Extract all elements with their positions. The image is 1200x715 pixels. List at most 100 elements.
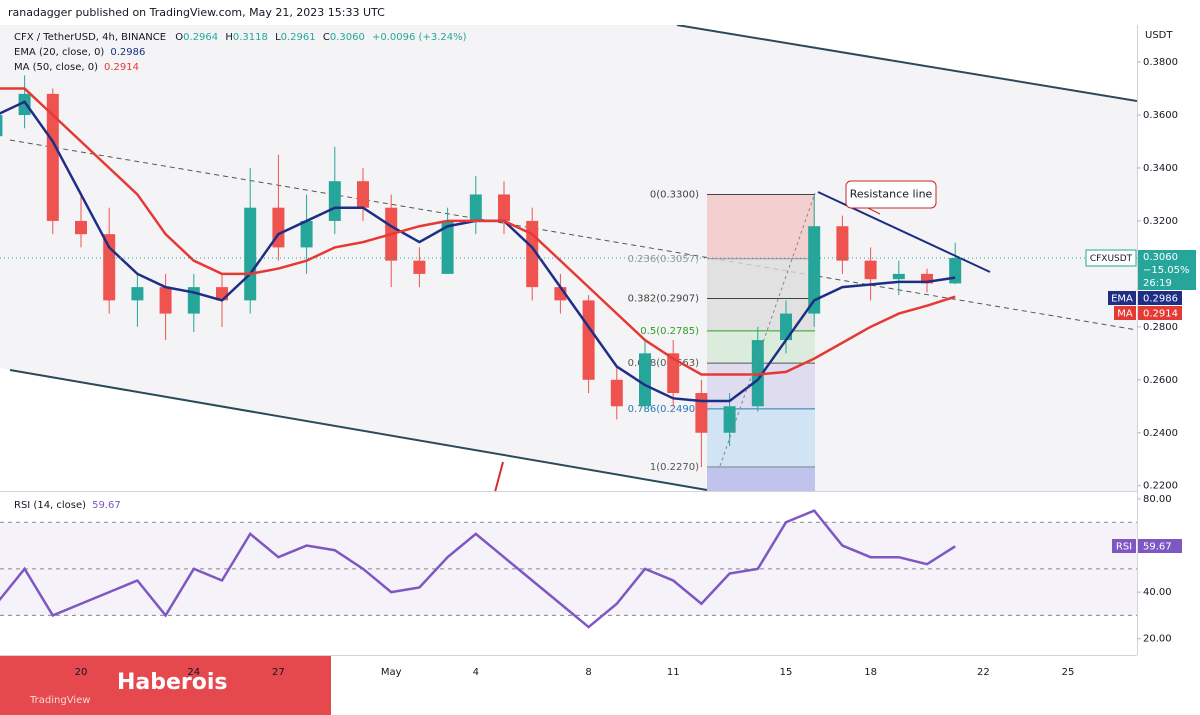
candle-body xyxy=(357,181,369,208)
legend-title: CFX / TetherUSD, 4h, BINANCE xyxy=(14,32,166,43)
candle-body xyxy=(103,234,116,301)
x-tick-label: 4 xyxy=(473,667,479,678)
channel xyxy=(0,25,1137,491)
tag-value: 0.2986 xyxy=(1143,294,1178,305)
channel-lower xyxy=(9,369,708,491)
legend-close: 0.3060 xyxy=(330,32,365,43)
candle-body xyxy=(498,194,510,221)
candle-body xyxy=(892,273,905,280)
x-tick-label: 27 xyxy=(272,667,285,678)
tag-box xyxy=(1112,539,1136,553)
y-tick-label: 0.3800 xyxy=(1143,57,1178,68)
legend-name: MA (50, close, 0) xyxy=(14,62,98,73)
x-tick-label: 15 xyxy=(780,667,793,678)
legend-o: O xyxy=(175,32,183,43)
tag-change: −15.05% xyxy=(1143,265,1190,276)
x-tick-label: 24 xyxy=(187,667,200,678)
fib-label: 0.786(0.2490) xyxy=(628,404,700,415)
annotation-pointer xyxy=(867,207,881,215)
candle-body xyxy=(582,300,595,380)
y-tick-label: 0.2400 xyxy=(1143,428,1178,439)
legend-name: EMA (20, close, 0) xyxy=(14,47,104,58)
tag-box xyxy=(1114,306,1136,320)
tag-symbol: CFXUSDT xyxy=(1090,254,1133,264)
fib-band xyxy=(707,298,815,331)
y-tick-label: 0.2200 xyxy=(1143,481,1178,492)
fib-label: 1(0.2270) xyxy=(650,462,699,473)
candle-body xyxy=(723,406,736,433)
watermark-box xyxy=(0,656,331,715)
tag-price: 0.3060 xyxy=(1143,252,1178,263)
y-axis-label: USDT xyxy=(1145,30,1173,41)
legend-value: 0.2986 xyxy=(110,47,145,58)
x-tick-label: 20 xyxy=(75,667,88,678)
legend-value: 0.2914 xyxy=(104,62,139,73)
candle-body xyxy=(159,287,172,314)
legend-name: RSI (14, close) xyxy=(14,500,86,511)
legend-entry: RSI (14, close) 59.67 xyxy=(14,500,121,511)
y-tick-label: 0.3400 xyxy=(1143,163,1178,174)
tag-name: EMA xyxy=(1111,294,1133,305)
candle-body xyxy=(131,287,144,301)
tag-name: RSI xyxy=(1116,542,1132,553)
candle-body xyxy=(18,93,31,116)
candle-body xyxy=(75,220,87,235)
tags: CFXUSDT 0.3060 −15.05% 26:19 EMA 0.2986 MA 0.29… xyxy=(0,249,1196,553)
candle-body xyxy=(441,220,454,274)
y-tick-label: 0.3200 xyxy=(1143,216,1178,227)
tag-value: 0.2914 xyxy=(1143,309,1178,320)
y-tick-label: 80.00 xyxy=(1143,494,1172,505)
tag-box xyxy=(1138,250,1196,290)
fib-label: 0.382(0.2907) xyxy=(628,294,700,305)
legend-change: +0.0096 (+3.24%) xyxy=(372,32,467,43)
candle-body xyxy=(46,93,59,221)
y-tick-label: 20.00 xyxy=(1143,634,1172,645)
candle-body xyxy=(780,313,792,341)
legend-open: 0.2964 xyxy=(183,32,218,43)
tag-box xyxy=(1108,291,1136,305)
legend-h: H xyxy=(225,32,233,43)
logo: TradingView xyxy=(29,695,90,706)
series-line xyxy=(0,509,956,629)
x-tick-label: 22 xyxy=(977,667,990,678)
trendline xyxy=(9,139,1137,331)
fib-extension xyxy=(707,467,815,491)
legend-low: 0.2961 xyxy=(281,32,316,43)
candle-body xyxy=(751,340,764,407)
legend-title: CFX / TetherUSD, 4h, BINANCE O0.2964 H 0.… xyxy=(14,32,467,43)
candle-body xyxy=(413,260,426,274)
candle-body xyxy=(639,353,651,407)
tag-box xyxy=(1138,291,1182,305)
arrow xyxy=(494,461,504,493)
fib-band xyxy=(707,258,815,299)
x-tick-label: May xyxy=(381,667,402,678)
y-tick-label: 40.00 xyxy=(1143,587,1172,598)
tag-box xyxy=(1085,249,1137,267)
y-tick-label: 0.2800 xyxy=(1143,322,1178,333)
candle-body xyxy=(864,260,877,280)
candle-body xyxy=(921,273,933,284)
candle-body xyxy=(244,207,257,301)
legend-entry: EMA (20, close, 0) 0.2986 xyxy=(14,47,145,58)
plot xyxy=(0,75,1137,629)
candle-body xyxy=(949,258,962,284)
fib-label: 0.5(0.2785) xyxy=(640,326,699,337)
candle-body xyxy=(808,226,821,314)
channel-upper xyxy=(676,25,1137,102)
fib-label: 0(0.3300) xyxy=(650,189,699,200)
tag-countdown: 26:19 xyxy=(1143,278,1172,289)
series-line xyxy=(0,87,956,376)
x-tick-label: 25 xyxy=(1062,667,1075,678)
legend-entry: MA (50, close, 0) 0.2914 xyxy=(14,62,139,73)
watermark: Haberois xyxy=(117,670,228,695)
candle-body xyxy=(610,379,623,407)
y-tick-label: 0.2600 xyxy=(1143,375,1178,386)
tag-name: MA xyxy=(1117,309,1133,320)
channel-fill xyxy=(0,25,1137,491)
candle-body xyxy=(469,194,482,221)
fib-band xyxy=(707,408,815,468)
candle-body xyxy=(328,181,341,221)
x-tick-label: 11 xyxy=(667,667,680,678)
candle-body xyxy=(667,353,680,394)
annotation: Resistance line xyxy=(850,188,933,201)
